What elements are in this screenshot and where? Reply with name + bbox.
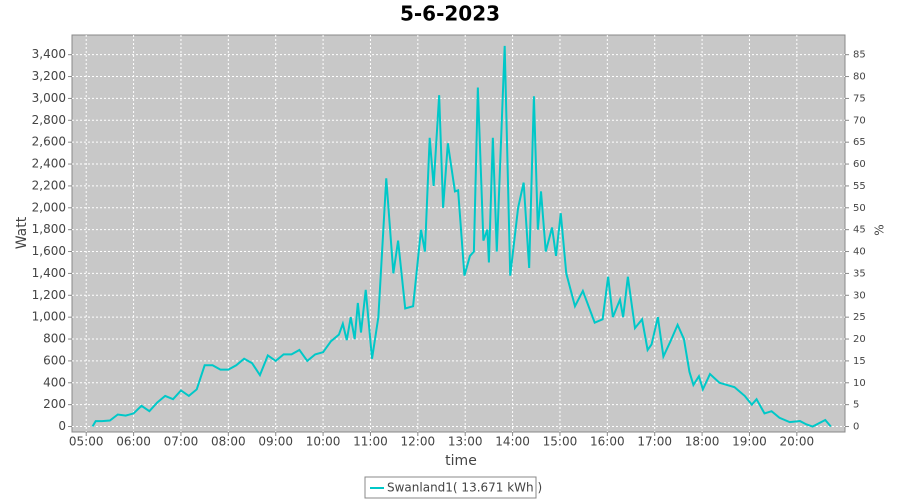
x-tick-label: 16:00 [590, 435, 625, 449]
y2-tick-label: 25 [853, 312, 866, 323]
y2-tick-label: 30 [853, 290, 866, 301]
y2-tick-label: 5 [853, 400, 859, 411]
y-tick-label: 2,400 [32, 157, 66, 171]
legend-label: Swanland1( 13.671 kWh ) [387, 481, 542, 495]
y2-axis-label: % [873, 224, 887, 235]
y2-tick-label: 35 [853, 268, 866, 279]
line [91, 45, 832, 428]
chart-title: 5-6-2023 [400, 2, 500, 26]
x-tick-label: 12:00 [401, 435, 436, 449]
y-tick-label: 2,800 [32, 113, 66, 127]
y2-tick-label: 0 [853, 422, 859, 433]
y-tick-label: 1,800 [32, 222, 66, 236]
y-tick-label: 600 [43, 353, 66, 367]
y2-tick-label: 40 [853, 247, 866, 258]
y2-tick-label: 80 [853, 72, 866, 83]
plot-area [71, 34, 846, 433]
y2-tick-label: 45 [853, 225, 866, 236]
y2-tick-label: 15 [853, 356, 866, 367]
y2-tick-label: 60 [853, 159, 866, 170]
y2-tick-label: 55 [853, 181, 866, 192]
y-tick-label: 1,600 [32, 244, 66, 258]
y2-tick-label: 20 [853, 334, 866, 345]
y-tick-label: 800 [43, 332, 66, 346]
y-tick-label: 2,000 [32, 200, 66, 214]
x-axis-label: time [445, 453, 477, 469]
y-tick-label: 1,200 [32, 288, 66, 302]
x-tick-label: 06:00 [116, 435, 151, 449]
legend [364, 476, 537, 499]
x-tick-label: 20:00 [780, 435, 815, 449]
y2-tick-label: 70 [853, 115, 866, 126]
y-tick-label: 400 [43, 375, 66, 389]
y2-tick-label: 10 [853, 378, 866, 389]
y-tick-label: 0 [58, 419, 66, 433]
y-tick-label: 3,000 [32, 91, 66, 105]
y-tick-label: 2,200 [32, 178, 66, 192]
y-tick-label: 3,400 [32, 47, 66, 61]
y-tick-label: 2,600 [32, 135, 66, 149]
x-tick-label: 13:00 [448, 435, 483, 449]
y2-tick-label: 85 [853, 50, 866, 61]
y-tick-label: 1,400 [32, 266, 66, 280]
y-tick-label: 1,000 [32, 310, 66, 324]
y-tick-label: 3,200 [32, 69, 66, 83]
x-tick-label: 10:00 [306, 435, 341, 449]
y2-tick-label: 65 [853, 137, 866, 148]
x-tick-label: 14:00 [495, 435, 530, 449]
x-tick-label: 15:00 [543, 435, 578, 449]
x-tick-label: 09:00 [258, 435, 293, 449]
y2-tick-label: 50 [853, 203, 866, 214]
y-tick-label: 200 [43, 397, 66, 411]
y-axis-label: Watt [14, 216, 30, 249]
x-tick-label: 08:00 [211, 435, 246, 449]
x-tick-label: 11:00 [353, 435, 388, 449]
x-tick-label: 07:00 [164, 435, 199, 449]
x-tick-label: 05:00 [69, 435, 104, 449]
x-tick-label: 18:00 [685, 435, 720, 449]
x-tick-label: 17:00 [637, 435, 672, 449]
y2-tick-label: 75 [853, 93, 866, 104]
x-tick-label: 19:00 [732, 435, 767, 449]
